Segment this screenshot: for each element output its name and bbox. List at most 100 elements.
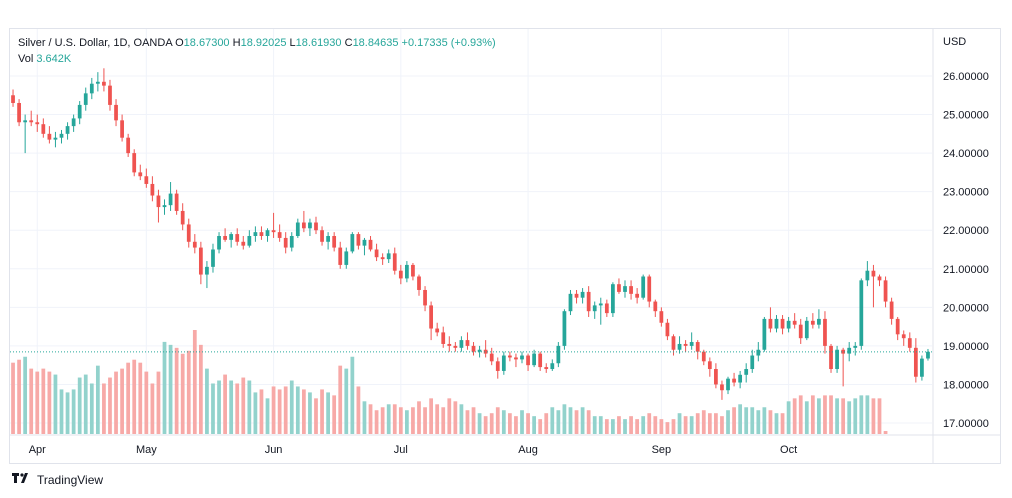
volume-bar (326, 392, 330, 434)
candle-body (780, 318, 785, 329)
candle-body (829, 345, 833, 370)
candle-body (544, 367, 549, 370)
volume-bar (362, 401, 367, 434)
change-value: +0.17335 (+0.93%) (401, 37, 496, 49)
volume-bar (768, 410, 773, 434)
volume-bar (720, 416, 724, 434)
price-tick-label: 19.00000 (943, 341, 989, 353)
candle-body (701, 351, 706, 362)
volume-bar (471, 407, 476, 434)
candle-body (865, 270, 870, 281)
volume-bar (586, 410, 591, 434)
candle-body (174, 193, 179, 211)
volume-bar (792, 398, 797, 434)
volume-bar (11, 362, 15, 434)
candle-body (356, 234, 361, 246)
volume-bar (192, 330, 197, 434)
volume-bar (871, 398, 876, 434)
candle-body (453, 345, 458, 348)
chart-legend: Silver / U.S. Dollar, 1D, OANDA O18.6730… (18, 35, 496, 67)
volume-bar (738, 404, 743, 434)
volume-bar (17, 359, 21, 434)
volume-bar (356, 386, 361, 434)
tradingview-watermark[interactable]: TradingView (12, 472, 103, 487)
volume-bar (453, 401, 458, 434)
candle-body (907, 338, 912, 348)
candle-body (738, 374, 743, 383)
candle-body (156, 195, 161, 208)
volume-bar (156, 371, 161, 434)
candle-body (17, 102, 21, 123)
candle-body (514, 357, 518, 360)
volume-bar (447, 398, 452, 434)
volume-bar (120, 368, 124, 434)
volume-bar (756, 410, 761, 434)
candle-body (314, 222, 318, 231)
candle-body (150, 183, 155, 196)
time-tick-label: Jun (265, 444, 283, 456)
candle-body (635, 293, 640, 298)
volume-bar (580, 407, 585, 434)
volume-bar (701, 410, 706, 434)
volume-bar (714, 413, 718, 434)
volume-bar (465, 410, 470, 434)
volume-bar (744, 407, 749, 434)
volume-bar (386, 404, 391, 434)
candle-body (574, 293, 579, 298)
candle-body (726, 378, 730, 391)
candle-body (823, 318, 827, 346)
price-tick-label: 23.00000 (943, 187, 989, 199)
open-label: O (175, 37, 184, 49)
price-tick-label: 18.00000 (943, 379, 989, 391)
candle-body (707, 361, 712, 370)
volume-bar (265, 398, 270, 434)
symbol-title[interactable]: Silver / U.S. Dollar, 1D, OANDA (18, 37, 173, 49)
volume-bar (659, 419, 664, 434)
low-label: L (289, 37, 296, 49)
candle-body (744, 369, 749, 375)
candle-body (489, 353, 494, 362)
volume-bar (398, 407, 403, 434)
volume-bar (501, 410, 506, 434)
volume-bar (810, 395, 815, 434)
candle-body (423, 289, 427, 306)
volume-bar (423, 407, 427, 434)
volume-bar (95, 365, 100, 434)
volume-bar (568, 407, 573, 434)
candle-body (398, 270, 403, 279)
candle-body (750, 355, 755, 370)
volume-bar (308, 392, 312, 434)
volume-bar (695, 413, 700, 434)
close-value: 18.84635 (352, 37, 399, 49)
volume-bar (677, 413, 682, 434)
volume-bar (647, 413, 652, 434)
candle-body (792, 320, 797, 325)
volume-bar (604, 419, 609, 434)
volume-bar (374, 410, 379, 434)
candle-body (23, 120, 28, 123)
price-axis[interactable]: 26.00000 25.00000 24.00000 23.00000 22.00000… (943, 71, 989, 430)
time-axis[interactable]: Apr May Jun Jul Aug Sep Oct (29, 444, 797, 456)
candle-body (817, 318, 821, 325)
tradingview-logo-icon (12, 472, 32, 487)
candle-body (871, 270, 876, 277)
volume-label[interactable]: Vol (18, 53, 34, 65)
candle-body (271, 230, 276, 233)
candle-body (47, 133, 52, 140)
volume-bar (229, 380, 234, 434)
candle-body (229, 234, 234, 240)
volume-bar (847, 401, 852, 434)
volume-bar (786, 401, 791, 434)
candle-body (889, 301, 894, 319)
candle-body (883, 280, 888, 302)
volume-bar (623, 419, 627, 434)
candle-body (629, 286, 633, 294)
time-tick-label: May (136, 444, 157, 456)
volume-bar (665, 422, 670, 434)
volume-bar (707, 413, 712, 434)
price-tick-label: 26.00000 (943, 71, 989, 83)
volume-bar (865, 395, 870, 434)
volume-bar (435, 404, 440, 434)
candle-body (756, 349, 761, 356)
